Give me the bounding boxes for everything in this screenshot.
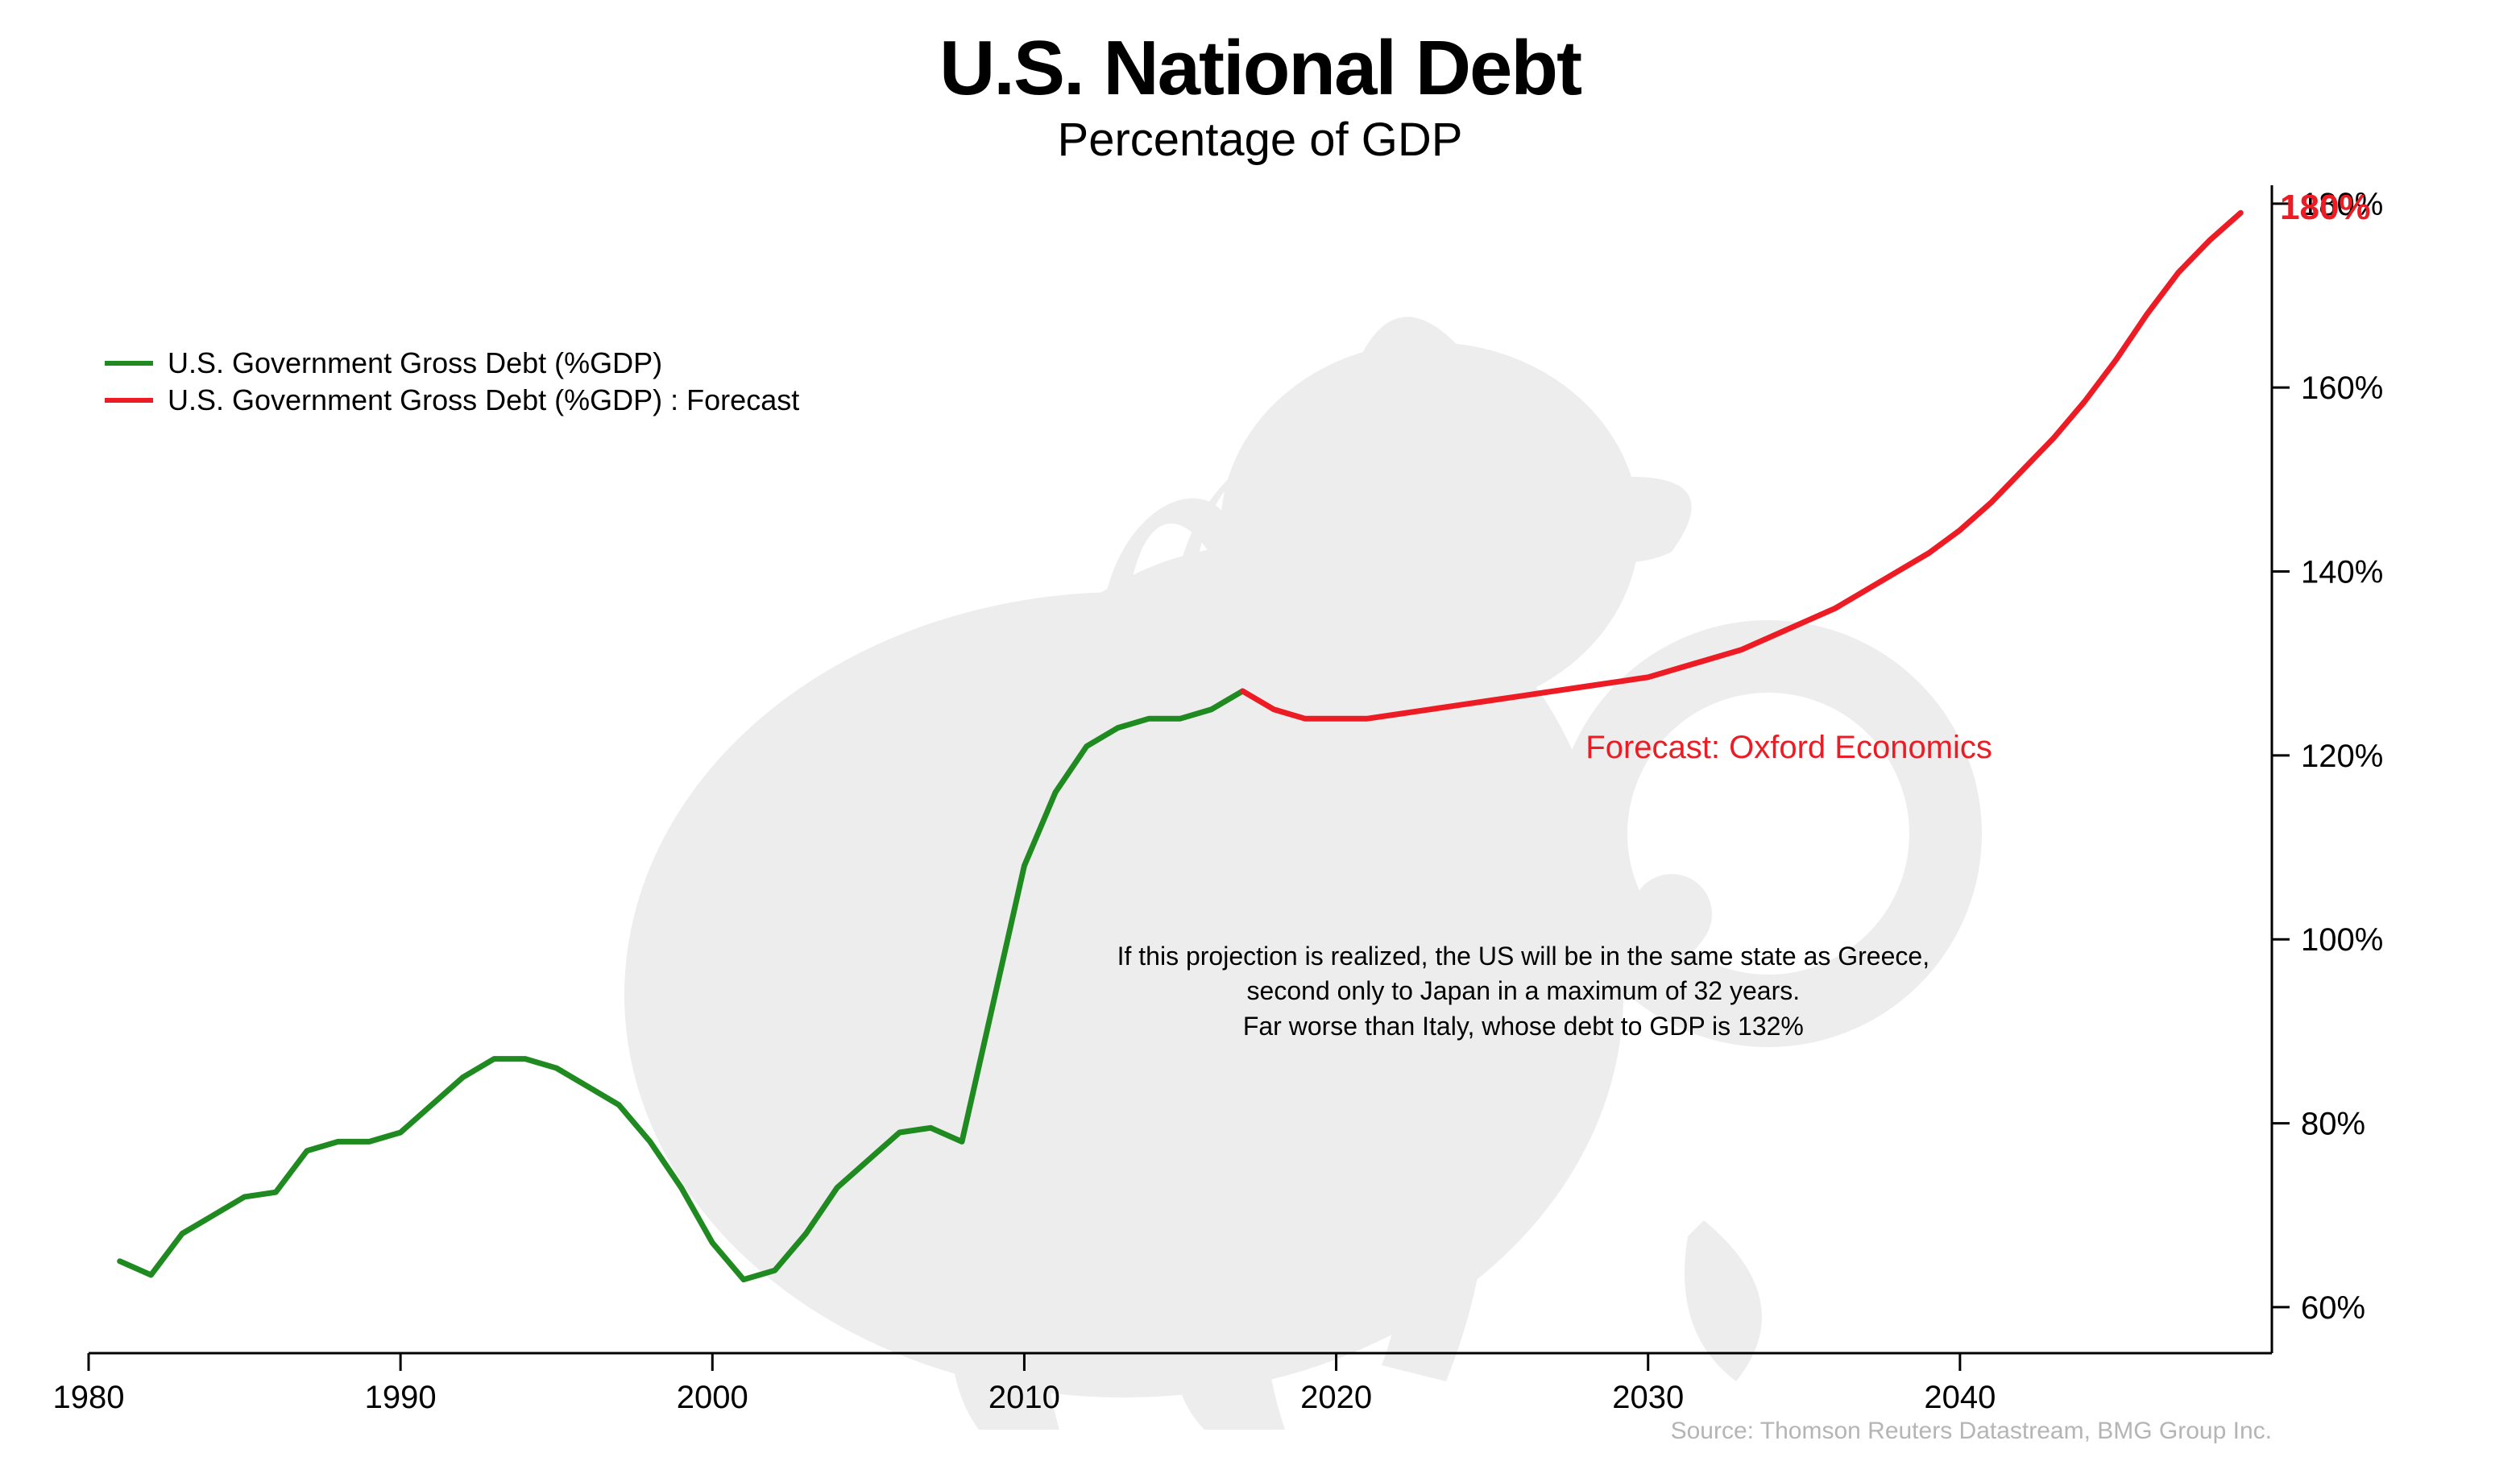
legend-item: U.S. Government Gross Debt (%GDP)	[105, 346, 799, 380]
x-tick-label: 2020	[1300, 1380, 1372, 1415]
x-tick-label: 2030	[1612, 1380, 1684, 1415]
annotation-line: If this projection is realized, the US w…	[960, 939, 2087, 974]
source-attribution: Source: Thomson Reuters Datastream, BMG …	[1671, 1418, 2272, 1445]
y-tick-label: 60%	[2301, 1290, 2365, 1326]
chart-title: U.S. National Debt	[0, 24, 2520, 113]
legend-item: U.S. Government Gross Debt (%GDP) : Fore…	[105, 383, 799, 417]
legend-label: U.S. Government Gross Debt (%GDP) : Fore…	[168, 383, 799, 417]
chart-svg: 1980 1990 2000 2010 2020 2030 2040 60% 80% 100% 12…	[0, 0, 2520, 1478]
legend-swatch	[105, 398, 153, 403]
y-tick-label: 100%	[2301, 922, 2383, 958]
forecast-label: Forecast: Oxford Economics	[1585, 730, 1992, 766]
y-tick-label: 80%	[2301, 1107, 2365, 1142]
y-tick-label: 160%	[2301, 371, 2383, 406]
x-tick-label: 1980	[53, 1380, 125, 1415]
y-tick-label: 120%	[2301, 739, 2383, 774]
annotation-line: second only to Japan in a maximum of 32 …	[960, 974, 2087, 1008]
y-tick-label: 140%	[2301, 555, 2383, 590]
x-tick-label: 1990	[365, 1380, 437, 1415]
annotation-text: If this projection is realized, the US w…	[960, 939, 2087, 1044]
series-end-label: 180%	[2280, 188, 2371, 228]
legend: U.S. Government Gross Debt (%GDP) U.S. G…	[105, 346, 799, 420]
annotation-line: Far worse than Italy, whose debt to GDP …	[960, 1009, 2087, 1044]
x-tick-label: 2000	[677, 1380, 748, 1415]
x-tick-label: 2040	[1924, 1380, 1996, 1415]
legend-swatch	[105, 361, 153, 366]
chart-container: 1980 1990 2000 2010 2020 2030 2040 60% 80% 100% 12…	[0, 0, 2520, 1478]
series-forecast	[1242, 213, 2240, 718]
chart-subtitle: Percentage of GDP	[0, 113, 2520, 167]
x-tick-label: 2010	[989, 1380, 1060, 1415]
legend-label: U.S. Government Gross Debt (%GDP)	[168, 346, 662, 380]
